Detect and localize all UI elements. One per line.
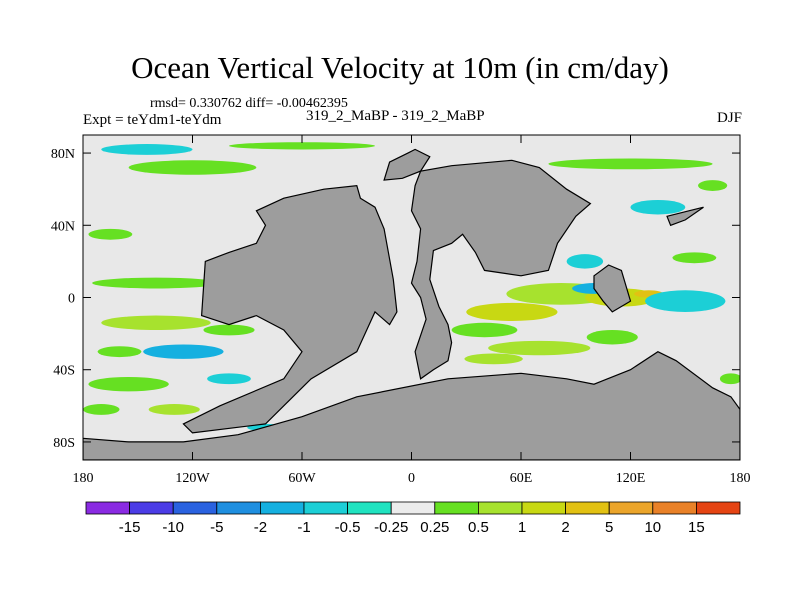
colorbar-swatch [85, 501, 130, 515]
season-label: DJF [716, 110, 742, 126]
land-mass [593, 264, 632, 313]
anomaly-patch [101, 144, 193, 155]
colorbar-swatch [259, 501, 305, 515]
anomaly-patch [101, 315, 211, 330]
anomaly-patch [203, 324, 255, 336]
colorbar-label: 2 [561, 519, 569, 536]
y-tick-label: 80N [51, 147, 75, 162]
colorbar-swatch [652, 501, 697, 515]
x-tick-label: 180 [73, 471, 94, 486]
colorbar-swatch [434, 501, 479, 515]
anomaly-patch [92, 277, 220, 289]
axis-layer: 180 120W 60W 0 60E 120E 180 80N 40N 0 40S 80S [51, 135, 751, 486]
colorbar-swatch [477, 501, 523, 515]
colorbar-label: 15 [688, 519, 705, 536]
anomaly-patch [698, 180, 728, 191]
colorbar-swatch [303, 501, 348, 515]
colorbar: -15 -10 -5 -2 -1 -0.5 -0.25 0.25 0.5 1 2 5 10 15 [85, 501, 741, 536]
anomaly-patch [451, 322, 518, 338]
anomaly-patch [83, 404, 120, 415]
colorbar-label: -10 [162, 519, 184, 536]
anomaly-patch [464, 353, 523, 365]
colorbar-label: 5 [605, 519, 613, 536]
x-tick-label: 60E [510, 471, 533, 486]
anomaly-patch [97, 346, 142, 358]
anomaly-patch [566, 254, 604, 269]
colorbar-swatch [129, 501, 174, 515]
land-mass [410, 159, 592, 380]
anomaly-patch [207, 373, 251, 385]
anomaly-patch [645, 290, 726, 312]
colorbar-swatch [608, 501, 654, 515]
anomaly-patch [586, 330, 638, 345]
colorbar-swatch [347, 501, 392, 515]
colorbar-label: -2 [254, 519, 267, 536]
colorbar-swatch [216, 501, 261, 515]
y-tick-label: 80S [53, 436, 75, 451]
anomaly-patch [719, 373, 740, 385]
anomaly-patch [148, 404, 200, 415]
y-tick-label: 0 [68, 292, 75, 307]
colorbar-label: 1 [518, 519, 526, 536]
y-tick-label: 40N [51, 219, 75, 234]
anomaly-patch [488, 340, 591, 356]
x-tick-label: 120E [616, 471, 646, 486]
anomaly-patch [143, 344, 224, 359]
anomaly-patch [229, 142, 375, 150]
colorbar-swatch [390, 501, 436, 515]
anomaly-patch [88, 376, 169, 392]
colorbar-label: 0.5 [468, 519, 489, 536]
land-mass [666, 206, 704, 227]
colorbar-label: -1 [297, 519, 310, 536]
case-label: 319_2_MaBP - 319_2_MaBP [306, 108, 485, 124]
x-tick-label: 180 [730, 471, 751, 486]
anomaly-patch [548, 158, 713, 170]
anomaly-patch [128, 160, 257, 175]
anomaly-patch [672, 252, 717, 264]
colorbar-swatch [172, 501, 218, 515]
land-mass [83, 351, 740, 460]
experiment-label: Expt = teYdm1-teYdm [83, 112, 222, 128]
anomaly-patch [466, 302, 558, 321]
land-mass [383, 148, 431, 181]
land-layer [83, 148, 740, 460]
colorbar-swatch [521, 501, 566, 515]
land-mass [182, 184, 398, 434]
colorbar-label: -0.25 [374, 519, 408, 536]
colorbar-label: -15 [119, 519, 141, 536]
colorbar-swatch [696, 501, 741, 515]
x-tick-label: 0 [408, 471, 415, 486]
chart-title: Ocean Vertical Velocity at 10m (in cm/da… [131, 50, 669, 85]
rmsd-diff-stats: rmsd= 0.330762 diff= -0.00462395 [150, 96, 348, 111]
anomaly-patch [88, 228, 133, 240]
colorbar-swatch [565, 501, 610, 515]
x-tick-label: 120W [175, 471, 210, 486]
anomaly-patch [630, 200, 686, 215]
colorbar-label: -0.5 [335, 519, 361, 536]
y-tick-label: 40S [53, 364, 75, 379]
x-tick-label: 60W [288, 471, 316, 486]
colorbar-label: 0.25 [420, 519, 449, 536]
colorbar-label: 10 [644, 519, 661, 536]
colorbar-label: -5 [210, 519, 223, 536]
